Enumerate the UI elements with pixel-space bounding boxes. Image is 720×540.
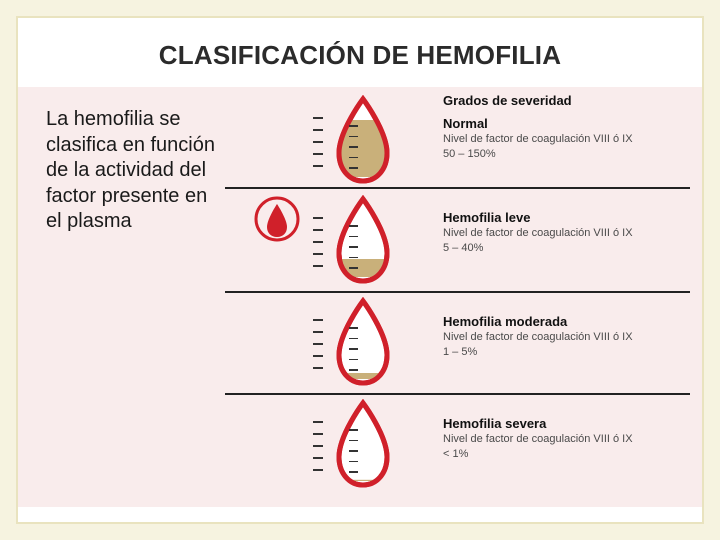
blood-drop-icon [253, 195, 301, 243]
level-subtitle: Nivel de factor de coagulación VIII ó IX [443, 331, 673, 345]
drop-moderada [327, 297, 399, 389]
level-range: 50 – 150% [443, 148, 673, 162]
level-leve: Hemofilia leveNivel de factor de coagula… [443, 211, 673, 255]
drop-outer-ticks [313, 217, 323, 267]
drop-leve [327, 195, 399, 287]
drop-scale-ticks [349, 125, 358, 169]
drop-scale-ticks [349, 429, 358, 473]
slide-frame: CLASIFICACIÓN DE HEMOFILIA La hemofilia … [16, 16, 704, 524]
intro-text: La hemofilia se clasifica en función de … [18, 87, 233, 507]
drop-severa [327, 399, 399, 491]
labels-column: Grados de severidad NormalNivel de facto… [443, 87, 702, 507]
drop-scale-ticks [349, 327, 358, 371]
level-title: Normal [443, 117, 673, 132]
level-moderada: Hemofilia moderadaNivel de factor de coa… [443, 315, 673, 359]
drop-scale-ticks [349, 225, 358, 269]
level-title: Hemofilia leve [443, 211, 673, 226]
page-title: CLASIFICACIÓN DE HEMOFILIA [18, 18, 702, 87]
drop-outer-ticks [313, 421, 323, 471]
separator-rule [225, 187, 690, 189]
level-subtitle: Nivel de factor de coagulación VIII ó IX [443, 433, 673, 447]
separator-rule [225, 393, 690, 395]
level-title: Hemofilia severa [443, 417, 673, 432]
level-normal: NormalNivel de factor de coagulación VII… [443, 117, 673, 161]
level-range: 5 – 40% [443, 242, 673, 256]
drop-outer-ticks [313, 319, 323, 369]
level-subtitle: Nivel de factor de coagulación VIII ó IX [443, 133, 673, 147]
drops-column [233, 87, 443, 507]
level-severa: Hemofilia severaNivel de factor de coagu… [443, 417, 673, 461]
drop-outer-ticks [313, 117, 323, 167]
severity-header: Grados de severidad [443, 93, 572, 108]
level-range: < 1% [443, 448, 673, 462]
separator-rule [225, 291, 690, 293]
drop-normal [327, 95, 399, 187]
level-subtitle: Nivel de factor de coagulación VIII ó IX [443, 227, 673, 241]
level-range: 1 – 5% [443, 346, 673, 360]
content-area: La hemofilia se clasifica en función de … [18, 87, 702, 507]
level-title: Hemofilia moderada [443, 315, 673, 330]
